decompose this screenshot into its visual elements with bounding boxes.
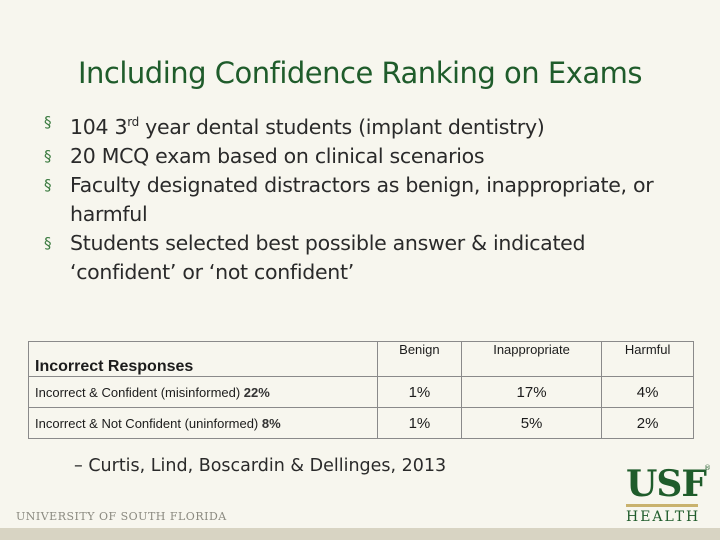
table-cell: 1%	[377, 407, 462, 439]
table-cell: 2%	[601, 407, 694, 439]
row-label-text: Incorrect & Not Confident (uninformed)	[35, 415, 262, 431]
bullet-text-end: year dental students (implant dentistry)	[138, 114, 545, 139]
footer-bar	[0, 528, 720, 540]
row-percent: 22%	[243, 384, 270, 400]
table-header-label: Incorrect Responses	[28, 341, 378, 377]
row-percent: 8%	[261, 415, 281, 431]
column-header-benign: Benign	[377, 341, 462, 377]
table-cell: 17%	[460, 376, 603, 408]
bullet-superscript: rd	[127, 115, 139, 129]
table-row: Incorrect & Not Confident (uninformed) 8…	[28, 407, 694, 439]
results-table: Incorrect Responses Benign Inappropriate…	[28, 341, 694, 439]
column-header-inappropriate: Inappropriate	[460, 341, 603, 377]
table-cell: 1%	[377, 376, 462, 408]
table-header-row: Incorrect Responses Benign Inappropriate…	[28, 341, 694, 377]
bullet-marker-icon: §	[44, 113, 52, 131]
row-label: Incorrect & Not Confident (uninformed) 8…	[28, 407, 378, 439]
trademark-icon: ®	[704, 464, 711, 472]
bullet-marker-icon: §	[44, 233, 52, 252]
bullet-item: § 104 3rd year dental students (implant …	[44, 108, 684, 142]
bullet-item: § 20 MCQ exam based on clinical scenario…	[44, 142, 684, 171]
table-cell: 4%	[601, 376, 694, 408]
bullet-text: Faculty designated distractors as benign…	[70, 172, 654, 226]
slide-title: Including Confidence Ranking on Exams	[77, 56, 643, 90]
bullet-marker-icon: §	[44, 146, 52, 165]
column-header-harmful: Harmful	[601, 341, 694, 377]
usf-health-logo: USF HEALTH	[626, 463, 707, 525]
bullet-item: § Students selected best possible answer…	[44, 229, 684, 287]
bullet-text: Students selected best possible answer &…	[70, 230, 586, 284]
logo-divider	[626, 504, 698, 507]
table-cell: 5%	[460, 407, 603, 439]
logo-health-text: HEALTH	[626, 509, 701, 525]
row-label-text: Incorrect & Confident (misinformed)	[35, 384, 244, 400]
bullet-item: § Faculty designated distractors as beni…	[44, 171, 684, 229]
bullet-marker-icon: §	[44, 175, 52, 194]
table-row: Incorrect & Confident (misinformed) 22% …	[28, 376, 694, 408]
university-name: UNIVERSITY OF SOUTH FLORIDA	[16, 510, 227, 523]
citation: – Curtis, Lind, Boscardin & Dellinges, 2…	[74, 456, 447, 476]
row-label: Incorrect & Confident (misinformed) 22%	[28, 376, 378, 408]
bullet-text-start: 104 3	[70, 114, 128, 139]
logo-usf-text: USF	[626, 463, 707, 505]
bullet-text: 20 MCQ exam based on clinical scenarios	[70, 143, 485, 168]
bullet-list: § 104 3rd year dental students (implant …	[44, 108, 684, 287]
